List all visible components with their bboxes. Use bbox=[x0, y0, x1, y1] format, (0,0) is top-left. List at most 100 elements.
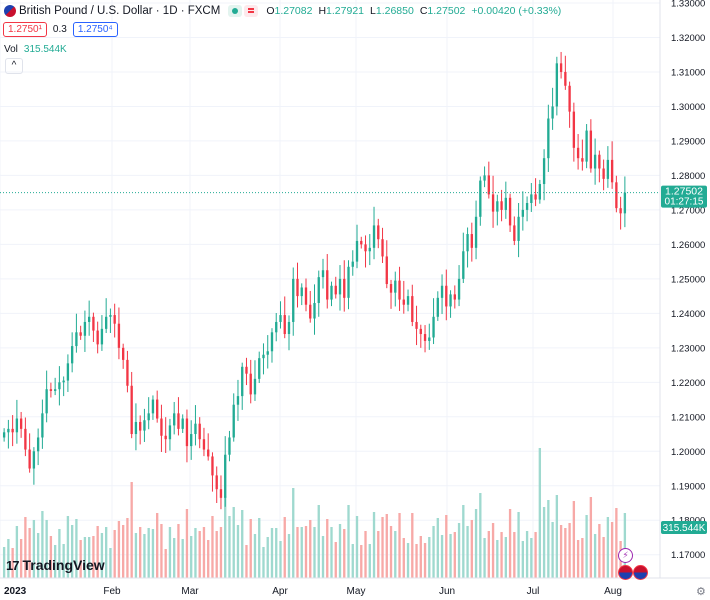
volume-bar bbox=[457, 523, 461, 578]
volume-bar bbox=[525, 531, 529, 578]
symbol-title[interactable]: British Pound / U.S. Dollar · 1D · FXCM bbox=[0, 5, 220, 17]
candle-body bbox=[525, 203, 529, 210]
ohlc-values: O1.27082 H1.27921 L1.26850 C1.27502 +0.0… bbox=[266, 5, 561, 17]
candle-body bbox=[381, 239, 384, 257]
volume-bar bbox=[53, 545, 57, 578]
volume-bar bbox=[542, 507, 546, 578]
volume-bar bbox=[156, 513, 159, 578]
volume-bar bbox=[330, 527, 333, 578]
volume-bar bbox=[19, 539, 23, 578]
volume-bar bbox=[589, 497, 593, 578]
gbp-usd-flag-icon bbox=[4, 5, 16, 17]
candle-body bbox=[228, 437, 231, 455]
volume-bar bbox=[623, 513, 627, 578]
ohlc-close: C1.27502 bbox=[419, 5, 466, 17]
volume-bar bbox=[87, 537, 91, 578]
volume-bar bbox=[466, 526, 469, 578]
volume-bar bbox=[517, 512, 520, 578]
candle-body bbox=[355, 240, 359, 262]
collapse-legend-button[interactable]: ^ bbox=[5, 58, 23, 74]
last-price-badge bbox=[661, 185, 707, 208]
candle-body bbox=[572, 111, 576, 148]
volume-bar bbox=[610, 522, 614, 578]
y-tick-label: 1.27000 bbox=[671, 205, 705, 216]
volume-bar bbox=[304, 526, 308, 578]
volume-bar bbox=[338, 524, 342, 578]
volume-bar bbox=[202, 527, 206, 578]
candle-body bbox=[568, 85, 571, 112]
volume-bar bbox=[504, 537, 507, 578]
candle-body bbox=[249, 373, 252, 395]
volume-bar bbox=[615, 508, 618, 578]
candle-body bbox=[377, 225, 380, 240]
candle-body bbox=[555, 63, 559, 107]
candle-body bbox=[104, 316, 108, 329]
volume-bar bbox=[381, 517, 384, 578]
candle-body bbox=[45, 389, 48, 414]
candle-body bbox=[19, 418, 23, 429]
candle-body bbox=[66, 363, 70, 381]
candle-body bbox=[100, 328, 104, 345]
candle-body bbox=[275, 321, 278, 333]
volume-bar bbox=[122, 525, 125, 578]
volume-bar bbox=[534, 532, 537, 578]
volume-legend[interactable]: Vol 315.544K bbox=[4, 44, 67, 55]
volume-badge: 315.544K bbox=[663, 523, 706, 534]
candle-body bbox=[122, 347, 125, 360]
market-open-icon[interactable] bbox=[228, 5, 243, 17]
candle-body bbox=[610, 159, 614, 183]
y-tick-label: 1.29000 bbox=[671, 136, 705, 147]
volume-bar bbox=[117, 521, 121, 578]
symbol-name: British Pound / U.S. Dollar · 1D · FXCM bbox=[19, 5, 221, 17]
volume-bar bbox=[109, 548, 112, 578]
sell-button[interactable]: 1.2750¹ bbox=[3, 22, 47, 37]
candle-body bbox=[428, 337, 431, 341]
volume-bar bbox=[151, 529, 155, 578]
tradingview-logo[interactable]: 17 TradingView bbox=[6, 557, 105, 573]
volume-bar bbox=[394, 531, 397, 578]
candle-body bbox=[360, 240, 363, 245]
volume-bar bbox=[147, 528, 150, 578]
candle-body bbox=[347, 266, 350, 298]
volume-bar bbox=[598, 524, 601, 578]
volume-bar bbox=[66, 516, 70, 578]
volume-bar bbox=[385, 514, 388, 578]
volume-bar bbox=[368, 544, 371, 578]
volume-bar bbox=[415, 544, 418, 578]
volume-bar bbox=[564, 528, 567, 578]
lightning-event-icon[interactable]: ⚡ bbox=[618, 548, 633, 563]
bar-countdown: 01:27:15 bbox=[665, 197, 704, 208]
candle-body bbox=[385, 256, 388, 285]
economic-event-flag-icon[interactable] bbox=[618, 565, 633, 580]
volume-bar bbox=[496, 540, 499, 578]
volume-bar bbox=[2, 547, 6, 578]
ohlc-high: H1.27921 bbox=[318, 5, 365, 17]
volume-bar bbox=[402, 538, 405, 578]
settings-gear-icon[interactable]: ⚙ bbox=[696, 586, 706, 598]
y-tick-label: 1.20000 bbox=[671, 447, 705, 458]
economic-event-flag-icon[interactable] bbox=[633, 565, 648, 580]
candle-body bbox=[36, 437, 40, 452]
candle-body bbox=[398, 280, 401, 300]
candle-body bbox=[436, 297, 439, 317]
volume-badge-bg bbox=[661, 521, 707, 534]
candle-body bbox=[326, 270, 329, 300]
candle-body bbox=[602, 168, 605, 179]
y-tick-label: 1.31000 bbox=[671, 67, 705, 78]
volume-bar bbox=[389, 526, 393, 578]
volume-bar bbox=[164, 549, 167, 578]
candle-body bbox=[185, 418, 189, 447]
volume-bar bbox=[113, 530, 116, 578]
volume-bar bbox=[347, 505, 350, 578]
volume-bar bbox=[58, 529, 61, 578]
candle-body bbox=[462, 251, 465, 279]
volume-bar bbox=[445, 515, 448, 578]
candle-body bbox=[513, 225, 516, 241]
x-tick-label: Aug bbox=[604, 586, 622, 597]
data-status-icon[interactable] bbox=[244, 5, 259, 17]
candle-body bbox=[317, 277, 320, 304]
buy-button[interactable]: 1.2750⁴ bbox=[72, 22, 118, 37]
volume-bar bbox=[279, 541, 282, 578]
candle-body bbox=[62, 380, 65, 383]
